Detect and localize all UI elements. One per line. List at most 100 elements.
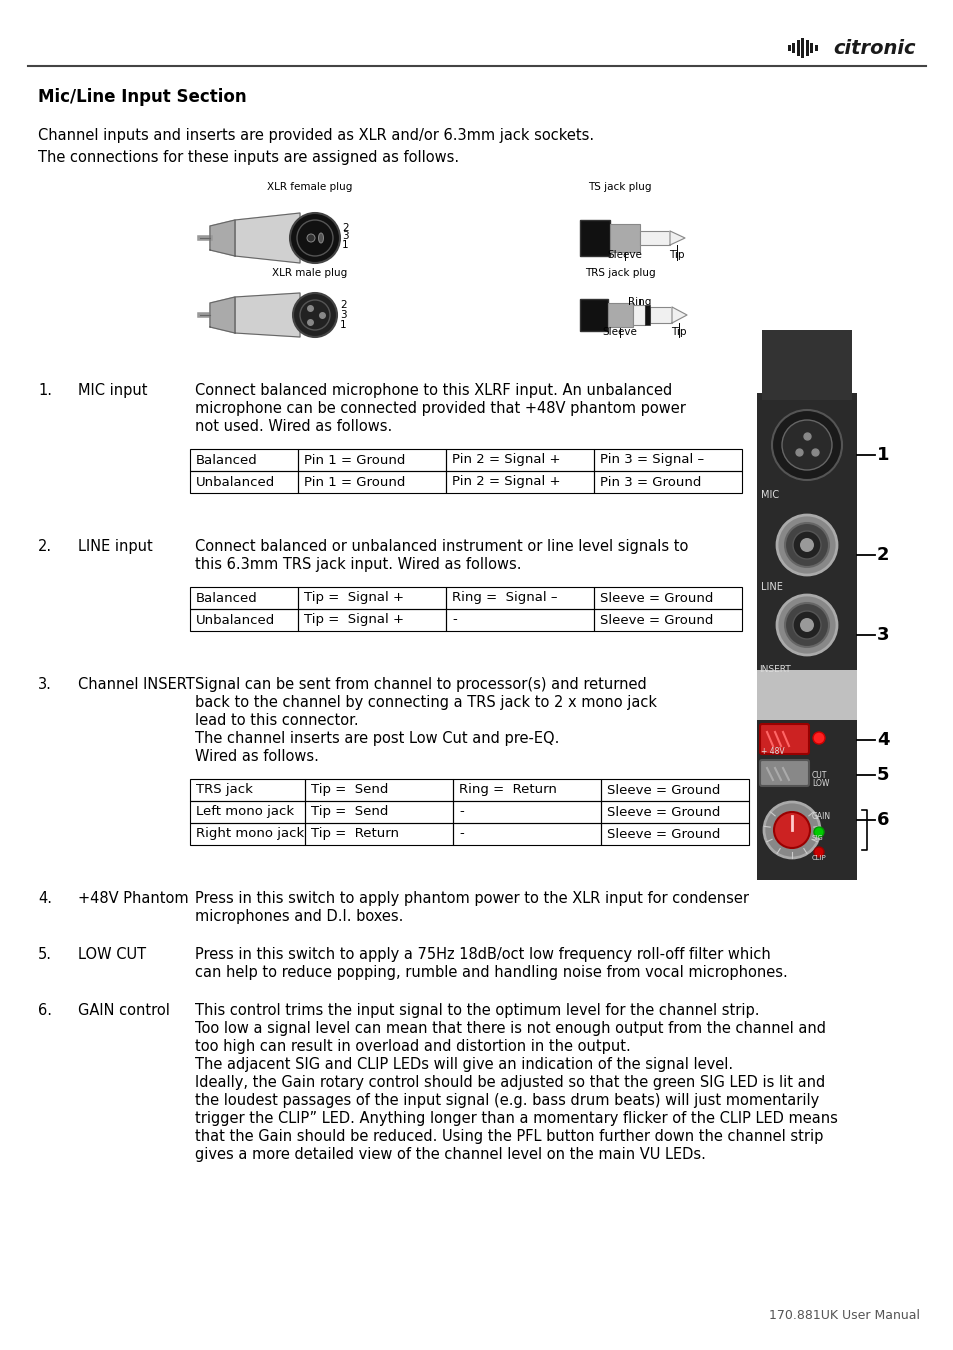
Bar (757, 670, 856, 720)
Text: 3: 3 (339, 310, 346, 320)
Circle shape (812, 732, 824, 744)
Text: The connections for these inputs are assigned as follows.: The connections for these inputs are ass… (38, 150, 458, 165)
Text: Signal can be sent from channel to processor(s) and returned: Signal can be sent from channel to proce… (194, 676, 646, 693)
Text: + 48V: + 48V (760, 747, 783, 756)
Bar (810, 43, 813, 53)
Bar (446, 471, 594, 493)
FancyBboxPatch shape (760, 724, 808, 755)
Text: Mic/Line Input Section: Mic/Line Input Section (38, 88, 247, 107)
Bar (600, 824, 748, 845)
Text: Sleeve = Ground: Sleeve = Ground (599, 591, 713, 605)
Text: microphones and D.I. boxes.: microphones and D.I. boxes. (194, 909, 403, 923)
Text: MIC: MIC (760, 490, 779, 500)
Bar (297, 471, 446, 493)
Text: 2: 2 (339, 300, 346, 310)
Circle shape (293, 293, 336, 338)
Text: MIC input: MIC input (78, 383, 148, 398)
Text: gives a more detailed view of the channel level on the main VU LEDs.: gives a more detailed view of the channe… (194, 1148, 705, 1162)
Text: CLIP: CLIP (811, 855, 826, 861)
Text: Channel inputs and inserts are provided as XLR and/or 6.3mm jack sockets.: Channel inputs and inserts are provided … (38, 128, 594, 143)
Text: LINE: LINE (760, 582, 782, 593)
Bar (594, 450, 741, 471)
Circle shape (800, 618, 813, 632)
Bar (609, 224, 639, 252)
Text: Balanced: Balanced (195, 454, 257, 467)
Bar (579, 220, 609, 256)
Bar (600, 779, 748, 801)
Text: GAIN control: GAIN control (78, 1003, 170, 1018)
Circle shape (781, 420, 831, 470)
Bar (446, 450, 594, 471)
Bar (757, 720, 856, 880)
Text: that the Gain should be reduced. Using the PFL button further down the channel s: that the Gain should be reduced. Using t… (194, 1129, 822, 1143)
Text: LOW: LOW (811, 779, 828, 788)
Circle shape (792, 531, 821, 559)
Text: Unbalanced: Unbalanced (195, 475, 275, 489)
Text: The channel inserts are post Low Cut and pre-EQ.: The channel inserts are post Low Cut and… (194, 730, 558, 747)
Text: INSERT: INSERT (759, 666, 790, 674)
Bar (453, 779, 600, 801)
Text: TS jack plug: TS jack plug (588, 182, 651, 192)
Bar (594, 471, 741, 493)
Text: Sleeve: Sleeve (602, 327, 637, 338)
Text: Too low a signal level can mean that there is not enough output from the channel: Too low a signal level can mean that the… (194, 1021, 825, 1035)
Text: 3: 3 (876, 626, 888, 644)
Circle shape (763, 802, 820, 859)
Text: Sleeve = Ground: Sleeve = Ground (606, 783, 720, 796)
Text: microphone can be connected provided that +48V phantom power: microphone can be connected provided tha… (194, 401, 685, 416)
Text: Pin 3 = Signal –: Pin 3 = Signal – (599, 454, 703, 467)
Bar (453, 824, 600, 845)
Circle shape (771, 410, 841, 481)
Polygon shape (210, 297, 234, 333)
Text: 4.: 4. (38, 891, 52, 906)
Bar (761, 329, 851, 400)
Text: ⬛citronic: ⬛citronic (780, 47, 785, 49)
Text: This control trims the input signal to the optimum level for the channel strip.: This control trims the input signal to t… (194, 1003, 759, 1018)
Bar (190, 471, 297, 493)
Bar (190, 824, 305, 845)
Bar (190, 779, 305, 801)
Text: Press in this switch to apply phantom power to the XLR input for condenser: Press in this switch to apply phantom po… (194, 891, 748, 906)
Bar (453, 801, 600, 824)
Text: Ring =  Signal –: Ring = Signal – (452, 591, 557, 605)
Text: GAIN: GAIN (811, 811, 830, 821)
Circle shape (813, 846, 823, 857)
Text: 5: 5 (876, 765, 888, 784)
Text: back to the channel by connecting a TRS jack to 2 x mono jack: back to the channel by connecting a TRS … (194, 695, 657, 710)
Text: TRS jack: TRS jack (195, 783, 253, 796)
Text: the loudest passages of the input signal (e.g. bass drum beats) will just moment: the loudest passages of the input signal… (194, 1094, 819, 1108)
Bar (297, 587, 446, 609)
Text: Sleeve = Ground: Sleeve = Ground (606, 806, 720, 818)
Text: Pin 1 = Ground: Pin 1 = Ground (304, 475, 405, 489)
Text: 1.: 1. (38, 383, 52, 398)
Text: 5.: 5. (38, 946, 52, 963)
Bar (594, 587, 741, 609)
Text: -: - (458, 806, 463, 818)
Bar (190, 450, 297, 471)
Text: Ring =  Return: Ring = Return (458, 783, 557, 796)
Text: 2: 2 (876, 545, 888, 564)
Text: Channel INSERT: Channel INSERT (78, 676, 194, 693)
Text: not used. Wired as follows.: not used. Wired as follows. (194, 418, 392, 433)
Bar (190, 609, 297, 630)
Bar (787, 45, 790, 51)
Text: Left mono jack: Left mono jack (195, 806, 294, 818)
Bar (297, 609, 446, 630)
Text: Tip: Tip (671, 327, 686, 338)
Text: Sleeve: Sleeve (607, 250, 641, 261)
Circle shape (784, 522, 828, 567)
Text: Sleeve = Ground: Sleeve = Ground (599, 613, 713, 626)
Text: 6: 6 (876, 811, 888, 829)
Circle shape (813, 828, 823, 837)
Polygon shape (234, 293, 299, 338)
Polygon shape (669, 231, 684, 244)
Text: Tip: Tip (669, 250, 684, 261)
Text: Pin 1 = Ground: Pin 1 = Ground (304, 454, 405, 467)
Bar (600, 801, 748, 824)
Text: Balanced: Balanced (195, 591, 257, 605)
Text: 170.881UK User Manual: 170.881UK User Manual (768, 1310, 919, 1322)
Bar (607, 302, 633, 327)
Text: citronic: citronic (833, 39, 915, 58)
Text: 1: 1 (876, 446, 888, 464)
Text: Ring: Ring (628, 297, 651, 306)
